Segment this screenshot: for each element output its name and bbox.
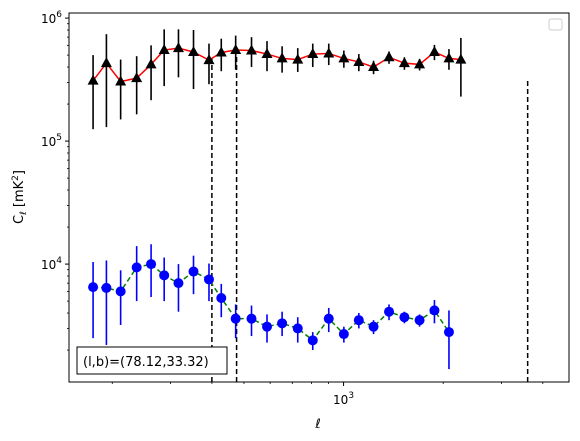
data-point	[353, 55, 365, 66]
data-point	[443, 327, 454, 338]
data-point	[323, 313, 334, 324]
data-point	[368, 321, 379, 332]
data-point	[338, 52, 350, 63]
data-point	[131, 72, 143, 83]
data-point	[398, 57, 410, 68]
data-point	[146, 259, 157, 270]
annotation-box: (l,b)=(78.12,33.32)	[76, 346, 228, 375]
data-point	[384, 306, 395, 317]
data-point	[353, 315, 364, 326]
data-point	[246, 313, 257, 324]
data-point	[115, 75, 127, 86]
data-point	[414, 58, 426, 69]
data-point	[158, 44, 170, 55]
data-point	[216, 293, 227, 304]
y-tick-label: 104	[41, 256, 62, 272]
data-point	[428, 46, 440, 57]
data-point	[88, 282, 99, 293]
data-point	[455, 53, 467, 64]
data-point	[262, 321, 273, 332]
series-1	[88, 244, 454, 370]
data-point	[429, 305, 440, 316]
data-point	[101, 282, 112, 293]
data-point	[338, 329, 349, 340]
data-point	[87, 74, 99, 85]
data-point	[230, 44, 242, 55]
data-point	[145, 58, 157, 69]
data-point	[414, 315, 425, 326]
reference-lines	[211, 50, 529, 382]
legend-box[interactable]	[548, 18, 563, 31]
series-layer	[87, 29, 467, 370]
x-axis-label: ℓ	[314, 417, 320, 432]
data-point	[173, 278, 184, 289]
data-point	[188, 266, 199, 277]
data-point	[159, 270, 170, 281]
plot-frame	[68, 12, 570, 383]
data-point	[261, 48, 273, 59]
y-tick-label: 106	[41, 10, 62, 26]
data-point	[292, 53, 304, 64]
data-point	[100, 57, 112, 68]
data-point	[307, 335, 318, 346]
y-tick-label: 105	[41, 133, 62, 149]
data-point	[383, 51, 395, 62]
data-point	[188, 46, 200, 57]
data-point	[277, 318, 288, 329]
y-axis-label: Cℓ [mK2]	[11, 170, 29, 224]
data-point	[203, 274, 214, 285]
data-point	[131, 262, 142, 273]
x-tick-label: 103	[333, 391, 354, 407]
annotation-text: (l,b)=(78.12,33.32)	[83, 355, 209, 370]
data-point	[230, 313, 241, 324]
data-point	[307, 48, 319, 59]
data-point	[172, 42, 184, 53]
data-point	[215, 46, 227, 57]
data-point	[292, 323, 303, 334]
data-point	[368, 61, 380, 72]
data-point	[323, 47, 335, 58]
data-point	[203, 54, 215, 65]
series-0	[87, 29, 467, 130]
data-point	[399, 312, 410, 323]
data-point	[276, 52, 288, 63]
data-point	[115, 286, 126, 297]
data-point	[443, 52, 455, 63]
data-point	[246, 44, 258, 55]
axis-ticks: 103 104 105 106	[41, 10, 544, 407]
